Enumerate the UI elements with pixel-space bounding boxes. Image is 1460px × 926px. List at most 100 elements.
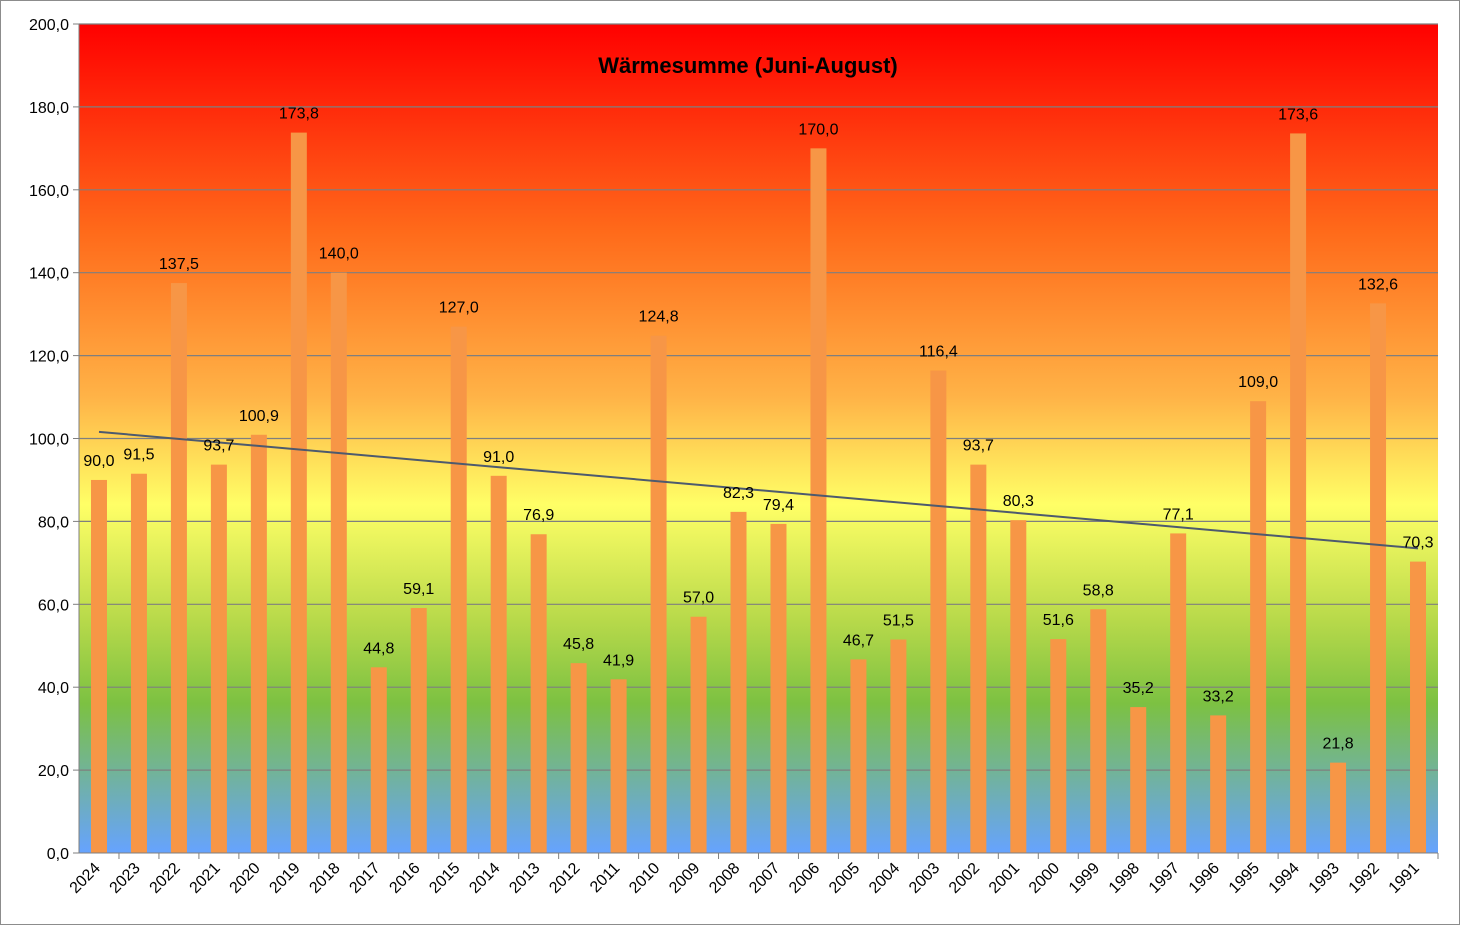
bar — [210, 464, 227, 853]
data-label: 116,4 — [919, 344, 958, 361]
y-tick-label: 80,0 — [38, 514, 69, 531]
bars — [90, 132, 1427, 854]
bar — [730, 511, 747, 853]
trendline-layer — [98, 430, 1419, 550]
x-tick-label: 2024 — [67, 860, 104, 897]
y-tick-label: 180,0 — [29, 100, 69, 117]
x-tick-label: 2010 — [626, 860, 663, 897]
x-tick-label: 2012 — [546, 860, 583, 897]
y-tick-label: 120,0 — [29, 349, 69, 366]
data-label: 91,0 — [483, 449, 514, 466]
x-tick-label: 2002 — [946, 860, 983, 897]
bar — [610, 679, 627, 853]
x-tick-label: 1999 — [1066, 860, 1103, 897]
x-tick-label: 2015 — [426, 860, 463, 897]
bar — [1210, 715, 1227, 853]
x-tick-label: 2005 — [826, 860, 863, 897]
x-tick-label: 2006 — [786, 860, 823, 897]
data-label: 76,9 — [523, 507, 554, 524]
data-label: 41,9 — [603, 652, 634, 669]
bar — [930, 370, 947, 853]
x-tick-label: 2008 — [706, 860, 743, 897]
y-tick-label: 0,0 — [47, 846, 69, 863]
bar — [1290, 133, 1307, 854]
x-tick-label: 2004 — [866, 860, 903, 897]
chart-title: Wärmesumme (Juni-August) — [598, 53, 897, 78]
data-label: 93,7 — [963, 438, 994, 455]
data-label: 46,7 — [843, 632, 874, 649]
bar — [1010, 520, 1027, 853]
x-tick-label: 1998 — [1106, 860, 1143, 897]
bar — [90, 479, 107, 853]
x-tick-label: 2001 — [986, 860, 1023, 897]
data-label: 132,6 — [1358, 276, 1398, 293]
bar — [490, 475, 507, 853]
bar — [1370, 303, 1387, 853]
data-label: 79,4 — [763, 497, 794, 514]
y-tick-label: 40,0 — [38, 680, 69, 697]
bar — [530, 534, 547, 853]
data-label: 77,1 — [1163, 506, 1194, 523]
x-tick-label: 2007 — [746, 860, 783, 897]
data-label: 59,1 — [403, 581, 434, 598]
x-tick-label: 2014 — [466, 860, 503, 897]
bar — [970, 464, 987, 853]
bar — [370, 667, 387, 853]
data-label: 35,2 — [1123, 680, 1154, 697]
data-labels: 90,0 91,5 137,5 93,7 100,9 173,8 140,0 44,8 59,1… — [83, 106, 1433, 753]
y-tick-label: 160,0 — [29, 183, 69, 200]
bar — [410, 608, 427, 853]
y-tick-label: 200,0 — [29, 17, 69, 34]
bar — [450, 326, 467, 854]
y-tick-label: 140,0 — [29, 266, 69, 283]
x-tick-label: 1993 — [1306, 860, 1343, 897]
bar — [290, 132, 307, 853]
x-tick-label: 2013 — [506, 860, 543, 897]
x-tick-label: 2020 — [227, 860, 264, 897]
x-tick-label: 2021 — [187, 860, 224, 897]
bar — [1050, 639, 1067, 853]
x-tick-label: 1995 — [1226, 860, 1263, 897]
x-tick-label: 1994 — [1266, 860, 1303, 897]
trendline — [98, 430, 1419, 550]
x-tick-label: 2018 — [306, 860, 343, 897]
data-label: 58,8 — [1083, 582, 1114, 599]
x-tick-label: 1991 — [1386, 860, 1423, 897]
x-tick-label: 2016 — [386, 860, 423, 897]
data-label: 70,3 — [1402, 535, 1433, 552]
bar — [170, 283, 187, 853]
bar — [1130, 707, 1147, 853]
data-label: 33,2 — [1203, 688, 1234, 705]
data-label: 45,8 — [563, 636, 594, 653]
data-label: 93,7 — [203, 438, 234, 455]
data-label: 51,6 — [1043, 612, 1074, 629]
y-tick-label: 20,0 — [38, 763, 69, 780]
bar — [1250, 401, 1267, 853]
x-tick-label: 1997 — [1146, 860, 1183, 897]
data-label: 21,8 — [1323, 736, 1354, 753]
data-label: 80,3 — [1003, 493, 1034, 510]
bar — [690, 616, 707, 853]
bar — [330, 272, 347, 853]
data-label: 173,8 — [279, 106, 319, 123]
data-label: 91,5 — [123, 447, 154, 464]
data-label: 109,0 — [1238, 374, 1278, 391]
bar — [570, 663, 587, 853]
bar — [650, 335, 667, 854]
data-label: 51,5 — [883, 613, 914, 630]
x-tick-label: 1992 — [1346, 860, 1383, 897]
data-label: 140,0 — [319, 246, 359, 263]
bar — [130, 473, 147, 853]
x-tick-label: 2009 — [666, 860, 703, 897]
data-label: 44,8 — [363, 640, 394, 657]
data-label: 90,0 — [83, 453, 114, 470]
bar — [810, 148, 827, 854]
x-tick-label: 2011 — [587, 860, 623, 896]
bar — [1170, 533, 1187, 853]
x-tick-label: 1996 — [1186, 860, 1223, 897]
bar — [250, 434, 267, 853]
x-tick-label: 2022 — [147, 860, 184, 897]
bar — [890, 639, 907, 853]
x-tick-label: 2023 — [107, 860, 144, 897]
